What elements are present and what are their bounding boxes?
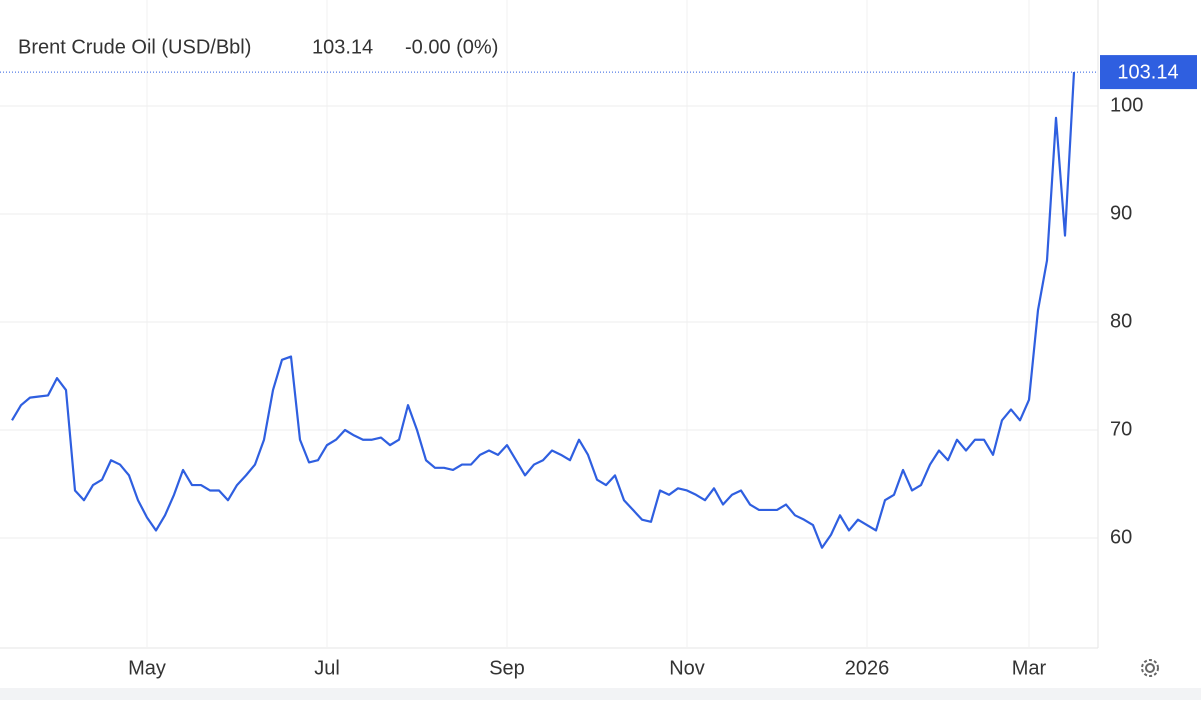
title-last-value: 103.14 (312, 36, 373, 58)
marks: 103.14 (0, 55, 1197, 549)
grid (0, 0, 1098, 648)
title-change: -0.00 (0%) (405, 36, 498, 58)
y-tick-label: 80 (1110, 310, 1132, 332)
x-tick-label: Nov (669, 657, 705, 679)
y-tick-label: 70 (1110, 418, 1132, 440)
y-tick-label: 90 (1110, 202, 1132, 224)
x-tick-label: Mar (1012, 657, 1047, 679)
bottom-strip (0, 688, 1201, 700)
x-tick-label: Sep (489, 657, 525, 679)
price-line (11, 72, 1076, 549)
y-tick-label: 100 (1110, 94, 1143, 116)
x-tick-label: May (128, 657, 166, 679)
x-tick-label: 2026 (845, 657, 890, 679)
x-tick-label: Jul (314, 657, 340, 679)
last-value-label: 103.14 (1117, 61, 1178, 83)
y-tick-label: 60 (1110, 526, 1132, 548)
settings-icon[interactable] (1141, 659, 1159, 677)
last-value-tag (1100, 55, 1197, 90)
chart-title: Brent Crude Oil (USD/Bbl) (18, 36, 251, 58)
